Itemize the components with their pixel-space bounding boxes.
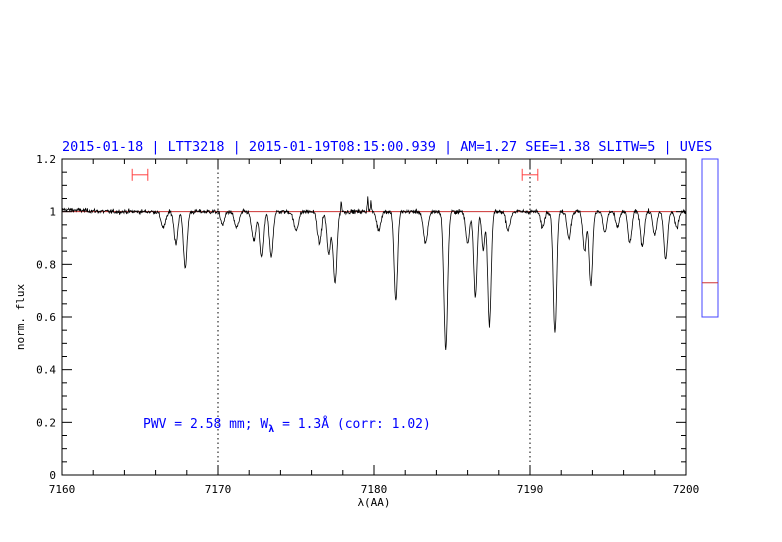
pwv-side-panel — [701, 158, 719, 318]
x-tick-label: 7190 — [517, 483, 544, 496]
y-axis-ticks: 0 0.2 0.4 0.6 0.8 1 1.2 — [36, 153, 686, 482]
y-tick-label: 0 — [49, 469, 56, 482]
reference-lines — [217, 159, 531, 475]
pwv-annotation: PWV = 2.58 mm; Wλ = 1.3Å (corr: 1.02) — [143, 416, 431, 435]
x-axis-ticks: 7160 7170 7180 7190 7200 — [49, 159, 700, 496]
pwv-suffix: = 1.3Å (corr: 1.02) — [274, 416, 431, 432]
continuum-window — [521, 168, 539, 181]
y-tick-label: 0.4 — [36, 364, 56, 377]
chart-title: 2015-01-18 | LTT3218 | 2015-01-19T08:15:… — [62, 139, 712, 155]
x-tick-label: 7180 — [361, 483, 388, 496]
y-tick-label: 0.6 — [36, 311, 56, 324]
y-tick-label: 0.2 — [36, 416, 56, 429]
x-tick-label: 7170 — [205, 483, 232, 496]
y-tick-label: 1 — [49, 206, 56, 219]
x-axis-label: λ(AA) — [357, 496, 390, 509]
spectrum-trace — [61, 196, 687, 350]
continuum-windows — [131, 168, 539, 181]
spectrum — [61, 196, 687, 350]
y-axis-label: norm. flux — [14, 284, 27, 351]
pwv-prefix: PWV = 2.58 mm; W — [143, 417, 268, 432]
y-tick-label: 1.2 — [36, 153, 56, 166]
side-panel-frame — [701, 158, 719, 318]
y-tick-label: 0.8 — [36, 258, 56, 271]
pwv-subscript: λ — [268, 424, 274, 435]
x-tick-label: 7160 — [49, 483, 76, 496]
x-tick-label: 7200 — [673, 483, 700, 496]
continuum-window — [131, 168, 149, 181]
